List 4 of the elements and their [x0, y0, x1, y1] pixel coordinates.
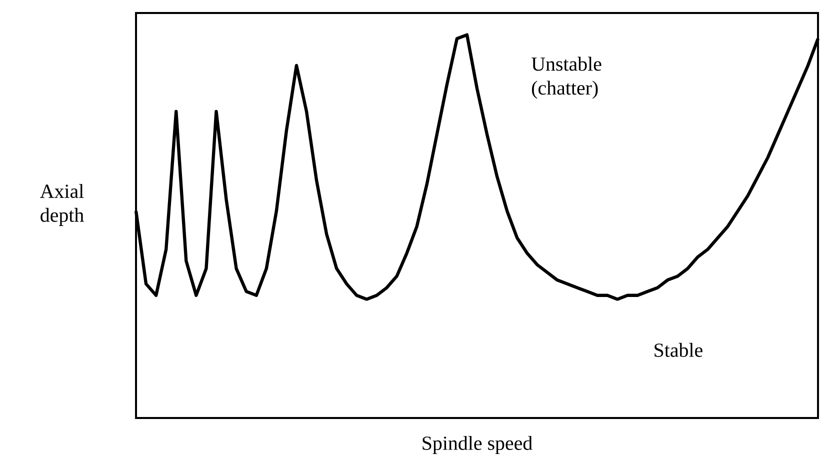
y-axis-title: Axial depth	[40, 184, 84, 226]
annotation: Stable	[654, 342, 702, 357]
annotation: Unstable (chatter)	[532, 56, 602, 99]
x-axis-title: Spindle speed	[422, 436, 532, 454]
